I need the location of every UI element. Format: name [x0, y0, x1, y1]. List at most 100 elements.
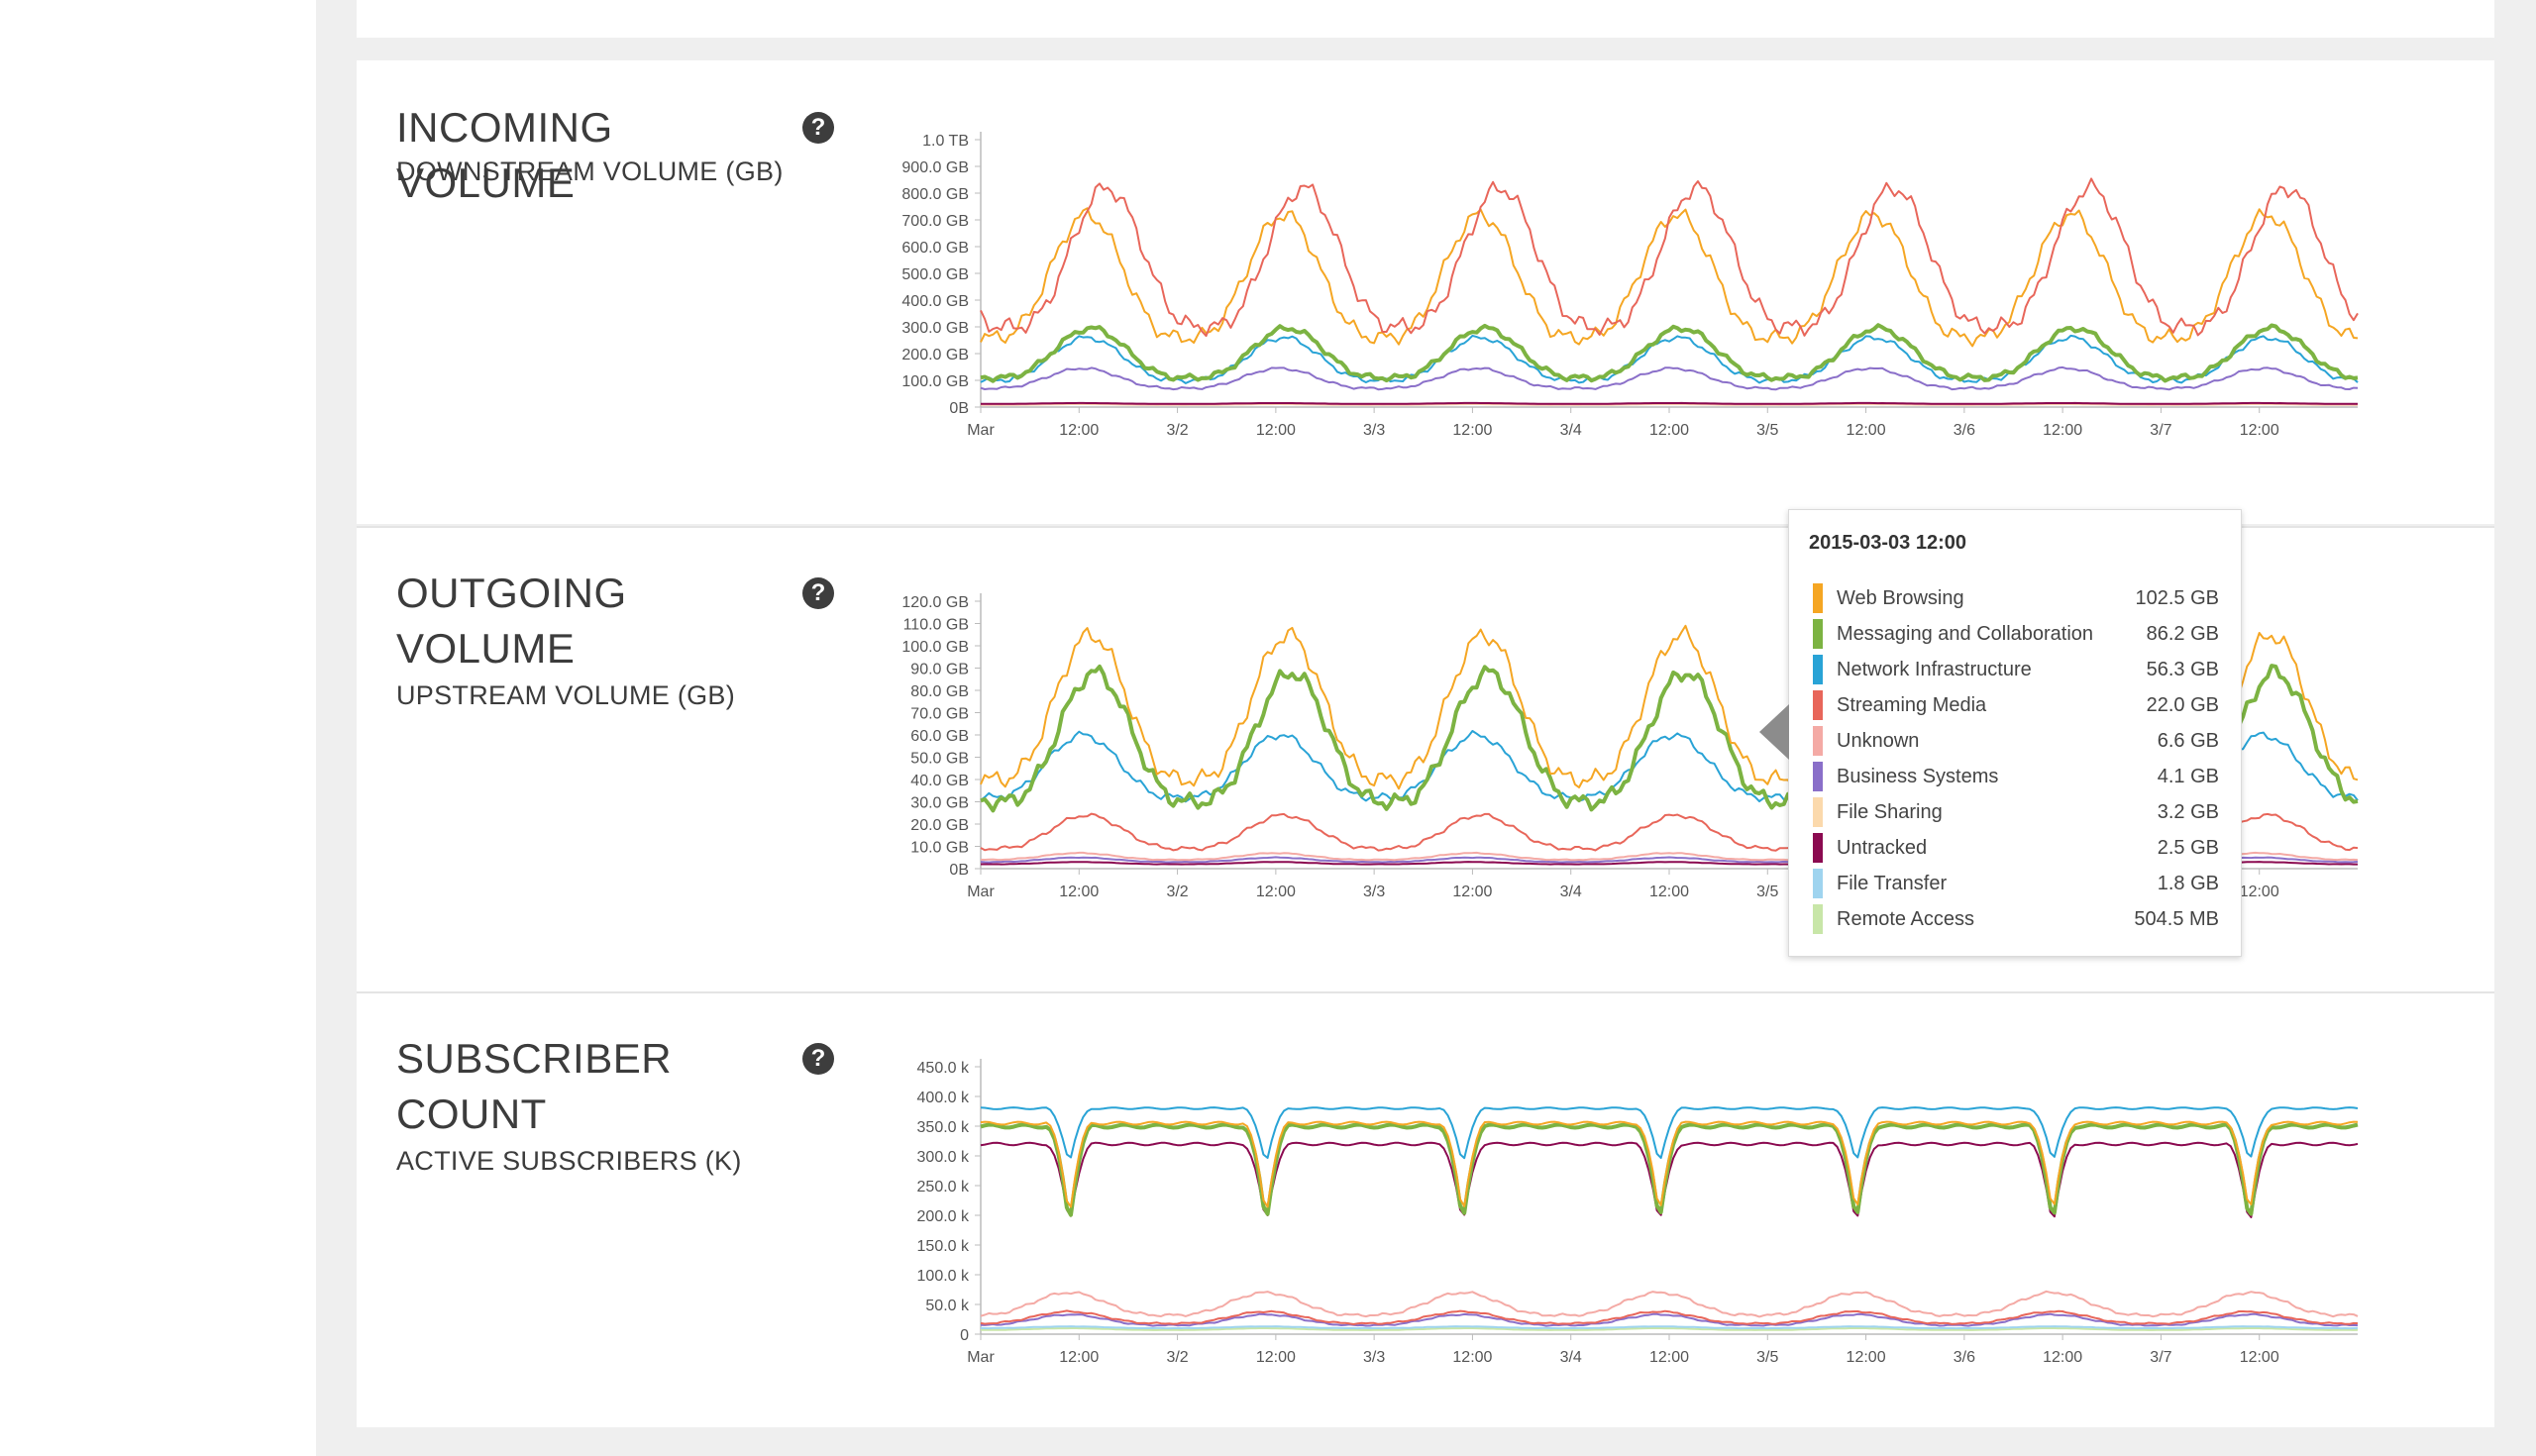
x-tick-label: 12:00: [1649, 884, 1689, 900]
y-tick-label: 90.0 GB: [910, 662, 969, 678]
x-tick-label: 12:00: [1452, 1349, 1492, 1366]
series-line: [980, 1312, 2359, 1327]
series-line: [980, 177, 2359, 338]
incoming-volume-panel: INCOMING VOLUME DOWNSTREAM VOLUME (GB) ?…: [357, 60, 2494, 524]
x-tick-label: 12:00: [1452, 422, 1492, 439]
legend-swatch: [1813, 833, 1823, 863]
x-tick-label: 12:00: [1059, 884, 1099, 900]
help-icon[interactable]: ?: [802, 577, 834, 609]
y-tick-label: 150.0 k: [917, 1238, 970, 1255]
y-tick-label: 900.0 GB: [901, 159, 969, 176]
x-tick-label: 12:00: [1847, 1349, 1886, 1366]
y-tick-label: 20.0 GB: [910, 817, 969, 834]
tooltip-row: Web Browsing 102.5 GB: [1813, 581, 2219, 617]
series-line: [980, 1309, 2359, 1325]
x-tick-label: 12:00: [1256, 1349, 1296, 1366]
tooltip-row: Remote Access 504.5 MB: [1813, 902, 2219, 938]
series-line: [980, 1106, 2359, 1160]
panel-title: INCOMING VOLUME: [396, 104, 613, 206]
tooltip-pointer: [1759, 704, 1789, 760]
legend-swatch: [1813, 655, 1823, 684]
x-tick-label: 3/5: [1756, 1349, 1778, 1366]
series-line: [980, 1326, 2359, 1331]
tooltip-value: 86.2 GB: [2146, 623, 2219, 645]
legend-swatch: [1813, 726, 1823, 756]
x-tick-label: 3/4: [1560, 422, 1582, 439]
tooltip-label: File Transfer: [1837, 873, 1948, 894]
x-tick-label: 3/4: [1560, 1349, 1582, 1366]
panel-title: SUBSCRIBER COUNT: [396, 1035, 673, 1137]
legend-swatch: [1813, 690, 1823, 720]
y-tick-label: 350.0 k: [917, 1119, 970, 1136]
y-tick-label: 300.0 GB: [901, 320, 969, 337]
series-line: [980, 365, 2359, 391]
tooltip-label: File Sharing: [1837, 801, 1943, 823]
series-line: [980, 1325, 2359, 1330]
tooltip-row: Network Infrastructure 56.3 GB: [1813, 653, 2219, 688]
series-line: [980, 1122, 2359, 1217]
help-icon[interactable]: ?: [802, 112, 834, 144]
x-tick-label: 12:00: [1847, 422, 1886, 439]
panel-title: OUTGOING VOLUME: [396, 570, 627, 672]
x-tick-label: 3/2: [1166, 1349, 1188, 1366]
panel-subtitle: UPSTREAM VOLUME (GB): [396, 680, 736, 710]
y-tick-label: 250.0 k: [917, 1179, 970, 1196]
subscriber-count-panel: SUBSCRIBER COUNT ACTIVE SUBSCRIBERS (K) …: [357, 991, 2494, 1427]
y-tick-label: 600.0 GB: [901, 240, 969, 257]
legend-swatch: [1813, 797, 1823, 827]
x-tick-label: 12:00: [2043, 422, 2082, 439]
tooltip-row: Business Systems 4.1 GB: [1813, 760, 2219, 795]
x-tick-label: 3/5: [1756, 884, 1778, 900]
x-tick-label: 3/7: [2150, 422, 2171, 439]
tooltip-value: 2.5 GB: [2157, 837, 2219, 859]
y-tick-label: 80.0 GB: [910, 683, 969, 700]
y-tick-label: 400.0 GB: [901, 293, 969, 310]
tooltip-label: Messaging and Collaboration: [1837, 623, 2094, 645]
tooltip-value: 102.5 GB: [2135, 587, 2219, 609]
x-tick-label: 12:00: [1059, 1349, 1099, 1366]
dashboard-content: INCOMING VOLUME DOWNSTREAM VOLUME (GB) ?…: [316, 0, 2536, 1456]
x-tick-label: 12:00: [1649, 1349, 1689, 1366]
tooltip-row: Untracked 2.5 GB: [1813, 831, 2219, 867]
series-line: [980, 401, 2359, 405]
help-icon[interactable]: ?: [802, 1043, 834, 1075]
x-tick-label: 12:00: [2240, 884, 2279, 900]
legend-swatch: [1813, 619, 1823, 649]
tooltip-row: Unknown 6.6 GB: [1813, 724, 2219, 760]
y-tick-label: 450.0 k: [917, 1060, 970, 1077]
y-tick-label: 0B: [949, 862, 969, 879]
tooltip-row: Streaming Media 22.0 GB: [1813, 688, 2219, 724]
x-tick-label: 12:00: [1256, 884, 1296, 900]
y-tick-label: 110.0 GB: [903, 617, 969, 634]
tooltip-value: 6.6 GB: [2157, 730, 2219, 752]
series-line: [980, 207, 2359, 348]
y-tick-label: 500.0 GB: [901, 266, 969, 283]
legend-swatch: [1813, 904, 1823, 934]
x-tick-label: 3/7: [2150, 1349, 2171, 1366]
legend-swatch: [1813, 762, 1823, 791]
incoming-volume-chart[interactable]: 0B 100.0 GB 200.0 GB 300.0 GB 400.0 GB 500.0 …: [872, 110, 2417, 506]
x-tick-label: 12:00: [1649, 422, 1689, 439]
tooltip-value: 504.5 MB: [2134, 908, 2219, 930]
y-tick-label: 50.0 k: [925, 1298, 970, 1314]
tooltip-value: 4.1 GB: [2157, 766, 2219, 787]
panel-subtitle: ACTIVE SUBSCRIBERS (K): [396, 1146, 742, 1176]
tooltip-value: 22.0 GB: [2146, 694, 2219, 716]
tooltip-label: Streaming Media: [1837, 694, 1987, 716]
x-tick-label: 12:00: [1452, 884, 1492, 900]
y-tick-label: 1.0 TB: [922, 133, 969, 150]
y-tick-label: 60.0 GB: [910, 728, 969, 745]
subscriber-count-chart[interactable]: 0 50.0 k 100.0 k 150.0 k 200.0 k 250.0 k 300.0…: [872, 1037, 2417, 1433]
y-tick-label: 120.0 GB: [901, 594, 969, 611]
series-line: [980, 1290, 2359, 1318]
tooltip-label: Remote Access: [1837, 908, 1974, 930]
tooltip-value: 3.2 GB: [2157, 801, 2219, 823]
y-tick-label: 0B: [949, 400, 969, 417]
series-line: [980, 1120, 2359, 1208]
x-tick-label: 3/3: [1363, 884, 1385, 900]
y-tick-label: 10.0 GB: [910, 840, 969, 857]
x-tick-label: Mar: [967, 1349, 995, 1366]
x-tick-label: 12:00: [2240, 422, 2279, 439]
y-tick-label: 100.0 GB: [901, 639, 969, 656]
x-tick-label: 3/2: [1166, 422, 1188, 439]
